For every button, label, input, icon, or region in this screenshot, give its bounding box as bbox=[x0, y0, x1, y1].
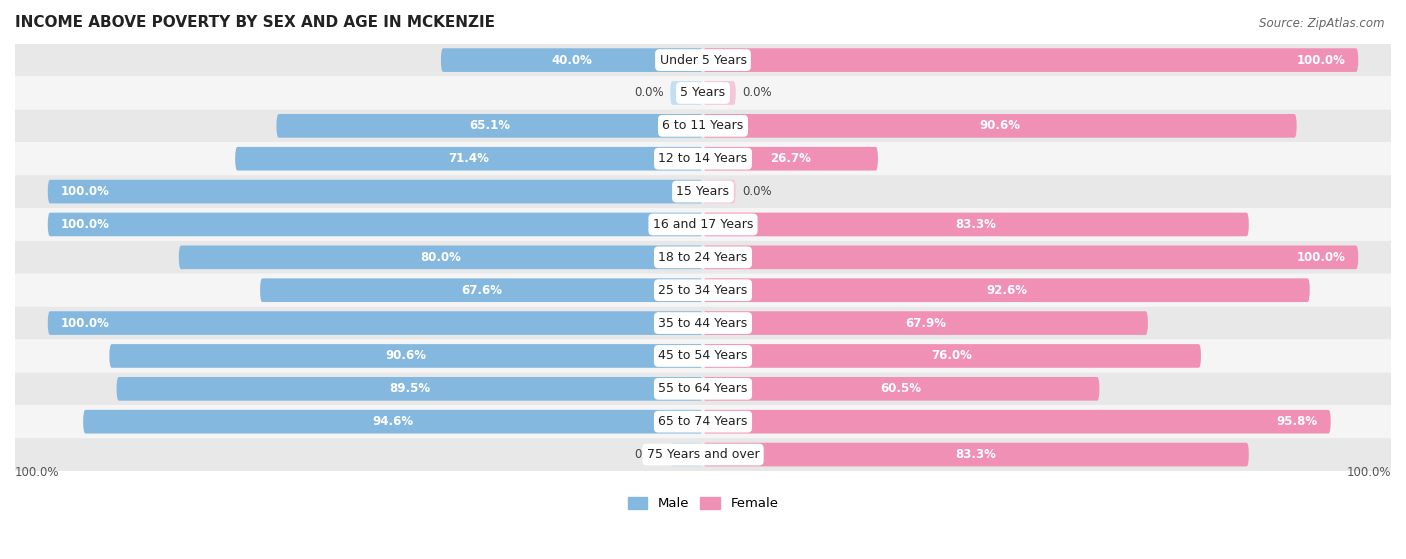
FancyBboxPatch shape bbox=[15, 438, 1391, 471]
Text: 83.3%: 83.3% bbox=[956, 218, 997, 231]
Text: INCOME ABOVE POVERTY BY SEX AND AGE IN MCKENZIE: INCOME ABOVE POVERTY BY SEX AND AGE IN M… bbox=[15, 15, 495, 30]
FancyBboxPatch shape bbox=[48, 180, 703, 203]
FancyBboxPatch shape bbox=[15, 405, 1391, 438]
Text: 0.0%: 0.0% bbox=[634, 87, 664, 100]
Text: 26.7%: 26.7% bbox=[770, 152, 811, 165]
FancyBboxPatch shape bbox=[703, 311, 1147, 335]
FancyBboxPatch shape bbox=[15, 274, 1391, 307]
FancyBboxPatch shape bbox=[15, 110, 1391, 143]
Text: 100.0%: 100.0% bbox=[1347, 466, 1391, 479]
FancyBboxPatch shape bbox=[703, 212, 1249, 236]
FancyBboxPatch shape bbox=[703, 147, 877, 170]
Text: 100.0%: 100.0% bbox=[60, 316, 110, 330]
Legend: Male, Female: Male, Female bbox=[623, 492, 783, 516]
Text: 0.0%: 0.0% bbox=[742, 185, 772, 198]
Text: 35 to 44 Years: 35 to 44 Years bbox=[658, 316, 748, 330]
FancyBboxPatch shape bbox=[15, 372, 1391, 405]
FancyBboxPatch shape bbox=[441, 48, 703, 72]
FancyBboxPatch shape bbox=[703, 114, 1296, 138]
Text: 80.0%: 80.0% bbox=[420, 251, 461, 264]
FancyBboxPatch shape bbox=[671, 443, 703, 466]
FancyBboxPatch shape bbox=[277, 114, 703, 138]
Text: 40.0%: 40.0% bbox=[551, 54, 592, 67]
Text: 45 to 54 Years: 45 to 54 Years bbox=[658, 349, 748, 362]
Text: 100.0%: 100.0% bbox=[60, 185, 110, 198]
Text: 67.9%: 67.9% bbox=[905, 316, 946, 330]
FancyBboxPatch shape bbox=[235, 147, 703, 170]
Text: 18 to 24 Years: 18 to 24 Years bbox=[658, 251, 748, 264]
Text: 100.0%: 100.0% bbox=[1296, 54, 1346, 67]
Text: 83.3%: 83.3% bbox=[956, 448, 997, 461]
Text: 25 to 34 Years: 25 to 34 Years bbox=[658, 284, 748, 297]
FancyBboxPatch shape bbox=[703, 278, 1310, 302]
Text: 65 to 74 Years: 65 to 74 Years bbox=[658, 415, 748, 428]
FancyBboxPatch shape bbox=[179, 245, 703, 269]
FancyBboxPatch shape bbox=[117, 377, 703, 401]
FancyBboxPatch shape bbox=[15, 77, 1391, 110]
Text: 76.0%: 76.0% bbox=[932, 349, 973, 362]
FancyBboxPatch shape bbox=[260, 278, 703, 302]
FancyBboxPatch shape bbox=[703, 410, 1330, 434]
Text: 60.5%: 60.5% bbox=[880, 382, 922, 395]
Text: 0.0%: 0.0% bbox=[634, 448, 664, 461]
Text: 94.6%: 94.6% bbox=[373, 415, 413, 428]
FancyBboxPatch shape bbox=[15, 307, 1391, 339]
FancyBboxPatch shape bbox=[15, 339, 1391, 372]
Text: 100.0%: 100.0% bbox=[1296, 251, 1346, 264]
FancyBboxPatch shape bbox=[15, 143, 1391, 175]
Text: 92.6%: 92.6% bbox=[986, 284, 1026, 297]
FancyBboxPatch shape bbox=[48, 212, 703, 236]
Text: Source: ZipAtlas.com: Source: ZipAtlas.com bbox=[1260, 17, 1385, 30]
Text: 65.1%: 65.1% bbox=[470, 119, 510, 132]
FancyBboxPatch shape bbox=[703, 48, 1358, 72]
Text: 90.6%: 90.6% bbox=[980, 119, 1021, 132]
FancyBboxPatch shape bbox=[703, 180, 735, 203]
Text: 5 Years: 5 Years bbox=[681, 87, 725, 100]
FancyBboxPatch shape bbox=[15, 208, 1391, 241]
Text: 12 to 14 Years: 12 to 14 Years bbox=[658, 152, 748, 165]
Text: Under 5 Years: Under 5 Years bbox=[659, 54, 747, 67]
FancyBboxPatch shape bbox=[110, 344, 703, 368]
Text: 0.0%: 0.0% bbox=[742, 87, 772, 100]
FancyBboxPatch shape bbox=[15, 241, 1391, 274]
FancyBboxPatch shape bbox=[703, 81, 735, 105]
FancyBboxPatch shape bbox=[703, 344, 1201, 368]
Text: 95.8%: 95.8% bbox=[1277, 415, 1317, 428]
Text: 16 and 17 Years: 16 and 17 Years bbox=[652, 218, 754, 231]
FancyBboxPatch shape bbox=[15, 175, 1391, 208]
FancyBboxPatch shape bbox=[83, 410, 703, 434]
Text: 75 Years and over: 75 Years and over bbox=[647, 448, 759, 461]
Text: 15 Years: 15 Years bbox=[676, 185, 730, 198]
Text: 6 to 11 Years: 6 to 11 Years bbox=[662, 119, 744, 132]
Text: 100.0%: 100.0% bbox=[15, 466, 59, 479]
FancyBboxPatch shape bbox=[48, 311, 703, 335]
Text: 71.4%: 71.4% bbox=[449, 152, 489, 165]
Text: 90.6%: 90.6% bbox=[385, 349, 426, 362]
FancyBboxPatch shape bbox=[671, 81, 703, 105]
Text: 89.5%: 89.5% bbox=[389, 382, 430, 395]
Text: 100.0%: 100.0% bbox=[60, 218, 110, 231]
FancyBboxPatch shape bbox=[703, 377, 1099, 401]
FancyBboxPatch shape bbox=[703, 443, 1249, 466]
Text: 67.6%: 67.6% bbox=[461, 284, 502, 297]
Text: 55 to 64 Years: 55 to 64 Years bbox=[658, 382, 748, 395]
FancyBboxPatch shape bbox=[703, 245, 1358, 269]
FancyBboxPatch shape bbox=[15, 44, 1391, 77]
